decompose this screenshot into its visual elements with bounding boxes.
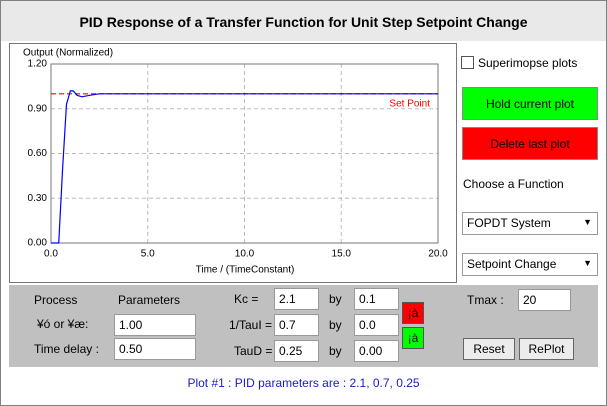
up-button[interactable]: ¡à	[402, 302, 424, 324]
input[interactable]: 0.7	[274, 314, 319, 336]
select-text: Setpoint Change	[467, 257, 557, 271]
chart: Output (Normalized) Time / (TimeConstant…	[9, 43, 457, 283]
replot-button[interactable]: RePlot	[519, 338, 574, 360]
label: Kc =	[234, 292, 259, 306]
reset-button[interactable]: Reset	[463, 338, 515, 360]
x-tick-label: 20.0	[428, 249, 448, 260]
y-tick-label: 0.30	[28, 193, 48, 204]
x-axis-label: Time / (TimeConstant)	[196, 265, 295, 276]
label: TauD =	[234, 344, 273, 358]
input[interactable]: 0.00	[354, 340, 399, 362]
hold-button[interactable]: Hold current plot	[462, 87, 598, 120]
input[interactable]: 0.50	[114, 338, 196, 360]
checkbox-label[interactable]: Superimopse plots	[478, 56, 578, 70]
label: 1/TauI =	[229, 318, 273, 332]
y-tick-label: 0.00	[28, 238, 48, 249]
title-bar	[1, 1, 606, 41]
series-label: Set Point	[389, 98, 430, 109]
label: by	[329, 292, 342, 306]
checkbox[interactable]	[461, 56, 474, 69]
down-button[interactable]: ¡à	[402, 327, 424, 349]
choose-label: Choose a Function	[463, 177, 564, 191]
y-tick-label: 0.90	[28, 103, 48, 114]
function-select[interactable]: FOPDT System ▼	[462, 212, 598, 235]
y-axis-label: Output (Normalized)	[23, 48, 113, 59]
status: Plot #1 : PID parameters are : 2.1, 0.7,…	[187, 376, 420, 390]
plot-area	[50, 63, 439, 244]
series-line	[51, 90, 438, 244]
x-tick-label: 10.0	[235, 249, 255, 260]
x-tick-label: 0.0	[44, 249, 58, 260]
input[interactable]: 0.1	[354, 288, 399, 310]
input[interactable]: 0.0	[354, 314, 399, 336]
select-text: FOPDT System	[467, 216, 551, 230]
label: Parameters	[118, 293, 181, 307]
label: Process	[34, 293, 78, 307]
title: PID Response of a Transfer Function for …	[79, 14, 528, 30]
y-tick-label: 1.20	[28, 59, 48, 70]
x-tick-label: 5.0	[141, 249, 155, 260]
input[interactable]: 2.1	[274, 288, 319, 310]
input[interactable]: 1.00	[114, 314, 196, 336]
change-select[interactable]: Setpoint Change ▼	[462, 253, 598, 276]
y-tick-label: 0.60	[28, 148, 48, 159]
input[interactable]: 20	[518, 289, 571, 311]
label: Tmax :	[467, 293, 504, 307]
chart-frame	[9, 43, 457, 283]
label: by	[329, 318, 342, 332]
delete-button[interactable]: Delete last plot	[462, 127, 598, 160]
input[interactable]: 0.25	[274, 340, 319, 362]
label: by	[329, 344, 342, 358]
label: Time delay :	[34, 342, 99, 356]
label: ¥ó or ¥æ:	[37, 317, 89, 331]
x-tick-label: 15.0	[332, 249, 352, 260]
